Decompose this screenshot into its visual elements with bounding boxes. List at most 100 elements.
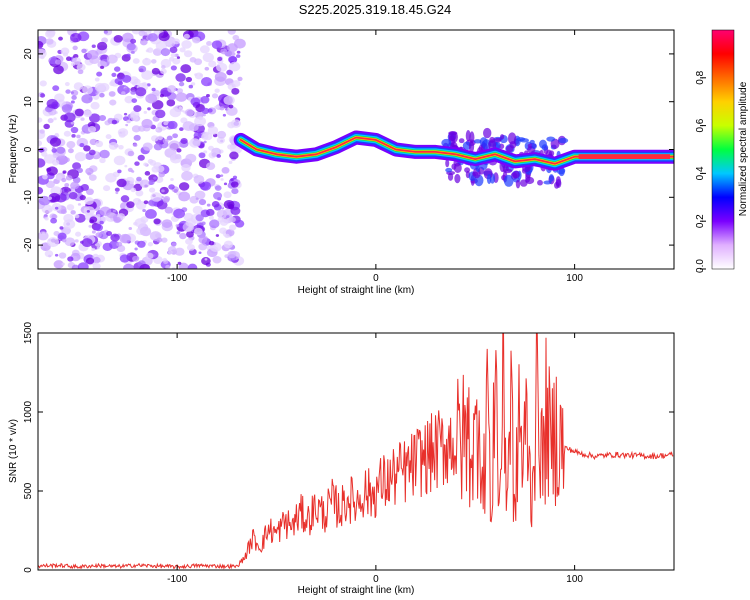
spectrogram-noise-blob <box>106 230 113 236</box>
spectrogram-noise-blob <box>70 181 80 190</box>
spectrogram-noise-blob <box>139 226 152 237</box>
spectrogram-noise-blob <box>162 197 170 203</box>
spectrogram-noise-blob <box>113 216 121 224</box>
spectrogram-noise-blob <box>60 47 70 55</box>
spectrogram-noise-blob <box>187 263 198 269</box>
spectrogram-noise-blob <box>47 118 54 124</box>
spectrogram-noise-blob <box>42 174 48 180</box>
spectrogram-noise-blob <box>166 135 173 141</box>
spectrogram-track-scatter <box>473 139 482 144</box>
snr-y-tick-label: 1000 <box>23 400 34 423</box>
spectrogram-noise-blob <box>113 66 121 72</box>
spectrogram-noise-blob <box>71 57 82 65</box>
spectrogram-noise-blob <box>81 238 93 248</box>
spectrogram-noise-blob <box>86 257 95 265</box>
snr-x-axis: -100 0 100 <box>167 333 583 585</box>
spectrogram-noise-blob <box>163 120 169 126</box>
spectrogram-noise-blob <box>64 237 76 247</box>
spectrogram-background <box>38 30 674 269</box>
spectrogram-noise-blob <box>144 171 151 176</box>
spectrogram-noise-blob <box>51 214 58 220</box>
spectrogram-noise-blob <box>123 112 128 116</box>
colorbar-ticks: 0.0 0.2 0.4 0.6 0.8 <box>695 70 706 273</box>
snr-y-tick-label: 1500 <box>23 321 34 344</box>
spectrogram-noise-blob <box>123 87 131 94</box>
spectrogram-noise-blob <box>126 53 131 58</box>
spectrogram-noise-blob <box>51 148 58 153</box>
spectrogram-noise-blob <box>92 256 101 264</box>
spectrogram-track-scatter <box>548 150 555 157</box>
spectrogram-noise-blob <box>118 131 126 138</box>
spectrogram-noise-blob <box>92 90 97 94</box>
spectrogram-noise-blob <box>170 53 176 58</box>
spectrogram-noise-blob <box>221 167 230 174</box>
spectrogram-noise-blob <box>203 132 213 141</box>
snr-y-axis: 0 500 1000 1500 <box>23 321 674 573</box>
spectrogram-noise-blob <box>169 46 178 54</box>
spectrogram-noise-blob <box>236 50 241 54</box>
spectrogram-noise-blob <box>179 127 184 132</box>
spectrogram-noise-blob <box>56 146 66 154</box>
spectrogram-noise-blob <box>91 230 96 234</box>
spectrogram-noise-blob <box>223 191 232 199</box>
spectrogram-noise-blob <box>54 206 59 210</box>
spectrogram-noise-blob <box>87 126 97 133</box>
colorbar: 0.0 0.2 0.4 0.6 0.8 Normalized spectral ampl… <box>695 29 749 273</box>
spectrogram-noise-blob <box>169 107 182 118</box>
spectrogram-noise-blob <box>133 221 138 226</box>
spectrogram-track-scatter <box>512 170 520 179</box>
spectrogram-noise-blob <box>91 44 96 49</box>
spectrogram-noise-blob <box>46 167 52 172</box>
spectrogram-track-scatter <box>454 173 461 184</box>
spectrogram-noise-blob <box>110 233 120 242</box>
spectrogram-noise-blob <box>214 88 220 93</box>
spectrogram-noise-blob <box>202 113 206 117</box>
spectrogram-noise-blob <box>45 180 55 189</box>
spectrogram-y-label: Frequency (Hz) <box>8 115 19 184</box>
spectrogram-noise-blob <box>165 264 171 269</box>
spectrogram-noise-blob <box>132 58 140 64</box>
spectrogram-noise-blob <box>208 240 215 246</box>
spectrogram-noise-blob <box>153 218 161 225</box>
spectrogram-noise-blob <box>223 199 235 209</box>
spectrogram-noise-blob <box>139 179 150 188</box>
spectrogram-noise-blob <box>201 107 210 115</box>
spectrogram-noise-blob <box>65 56 72 62</box>
spectrogram-noise-blob <box>143 162 148 167</box>
spectrogram-noise-blob <box>145 252 154 260</box>
spectrogram-noise-blob <box>178 191 191 202</box>
spectrogram-noise-blob <box>230 119 242 128</box>
spectrogram-noise-blob <box>147 107 151 111</box>
spectrogram-noise-blob <box>50 217 58 224</box>
spectrogram-noise-blob <box>77 262 89 269</box>
spectrogram-noise-blob <box>49 137 62 147</box>
spectrogram-noise-blob <box>181 163 191 172</box>
spectrogram-noise-blob <box>60 209 67 215</box>
spectrogram-noise-blob <box>46 98 58 109</box>
spectrogram-noise-blob <box>145 93 158 104</box>
spectrogram-track-scatter <box>494 137 502 143</box>
spectrogram-noise-blob <box>130 114 139 121</box>
spectrogram-noise-blob <box>130 38 137 44</box>
spectrogram-noise-blob <box>199 45 210 54</box>
spectrogram-track-scatter <box>503 174 514 187</box>
spectrogram-noise-blob <box>176 88 184 94</box>
spectrogram-noise-blob <box>151 67 160 75</box>
spectrogram-noise-blob <box>176 56 181 59</box>
spectrogram-noise-blob <box>67 148 74 154</box>
spectrogram-noise-blob <box>235 219 245 228</box>
spectrogram-noise-blob <box>175 92 188 102</box>
spectrogram-noise-blob <box>83 110 93 118</box>
snr-series-line <box>38 333 674 570</box>
spectrogram-noise-blob <box>203 140 207 144</box>
spectrogram-noise-blob <box>127 253 131 256</box>
spectrogram-noise-blob <box>57 232 67 241</box>
spectrogram-noise-blob <box>114 187 120 192</box>
spectrogram-noise-blob <box>71 134 76 138</box>
spectrogram-noise-blob <box>189 56 197 63</box>
spectrogram-noise-blob <box>81 48 87 54</box>
spectrogram-track-scatter <box>502 164 509 172</box>
spectrogram-noise-blob <box>233 38 246 49</box>
spectrogram-noise-blob <box>74 108 84 117</box>
